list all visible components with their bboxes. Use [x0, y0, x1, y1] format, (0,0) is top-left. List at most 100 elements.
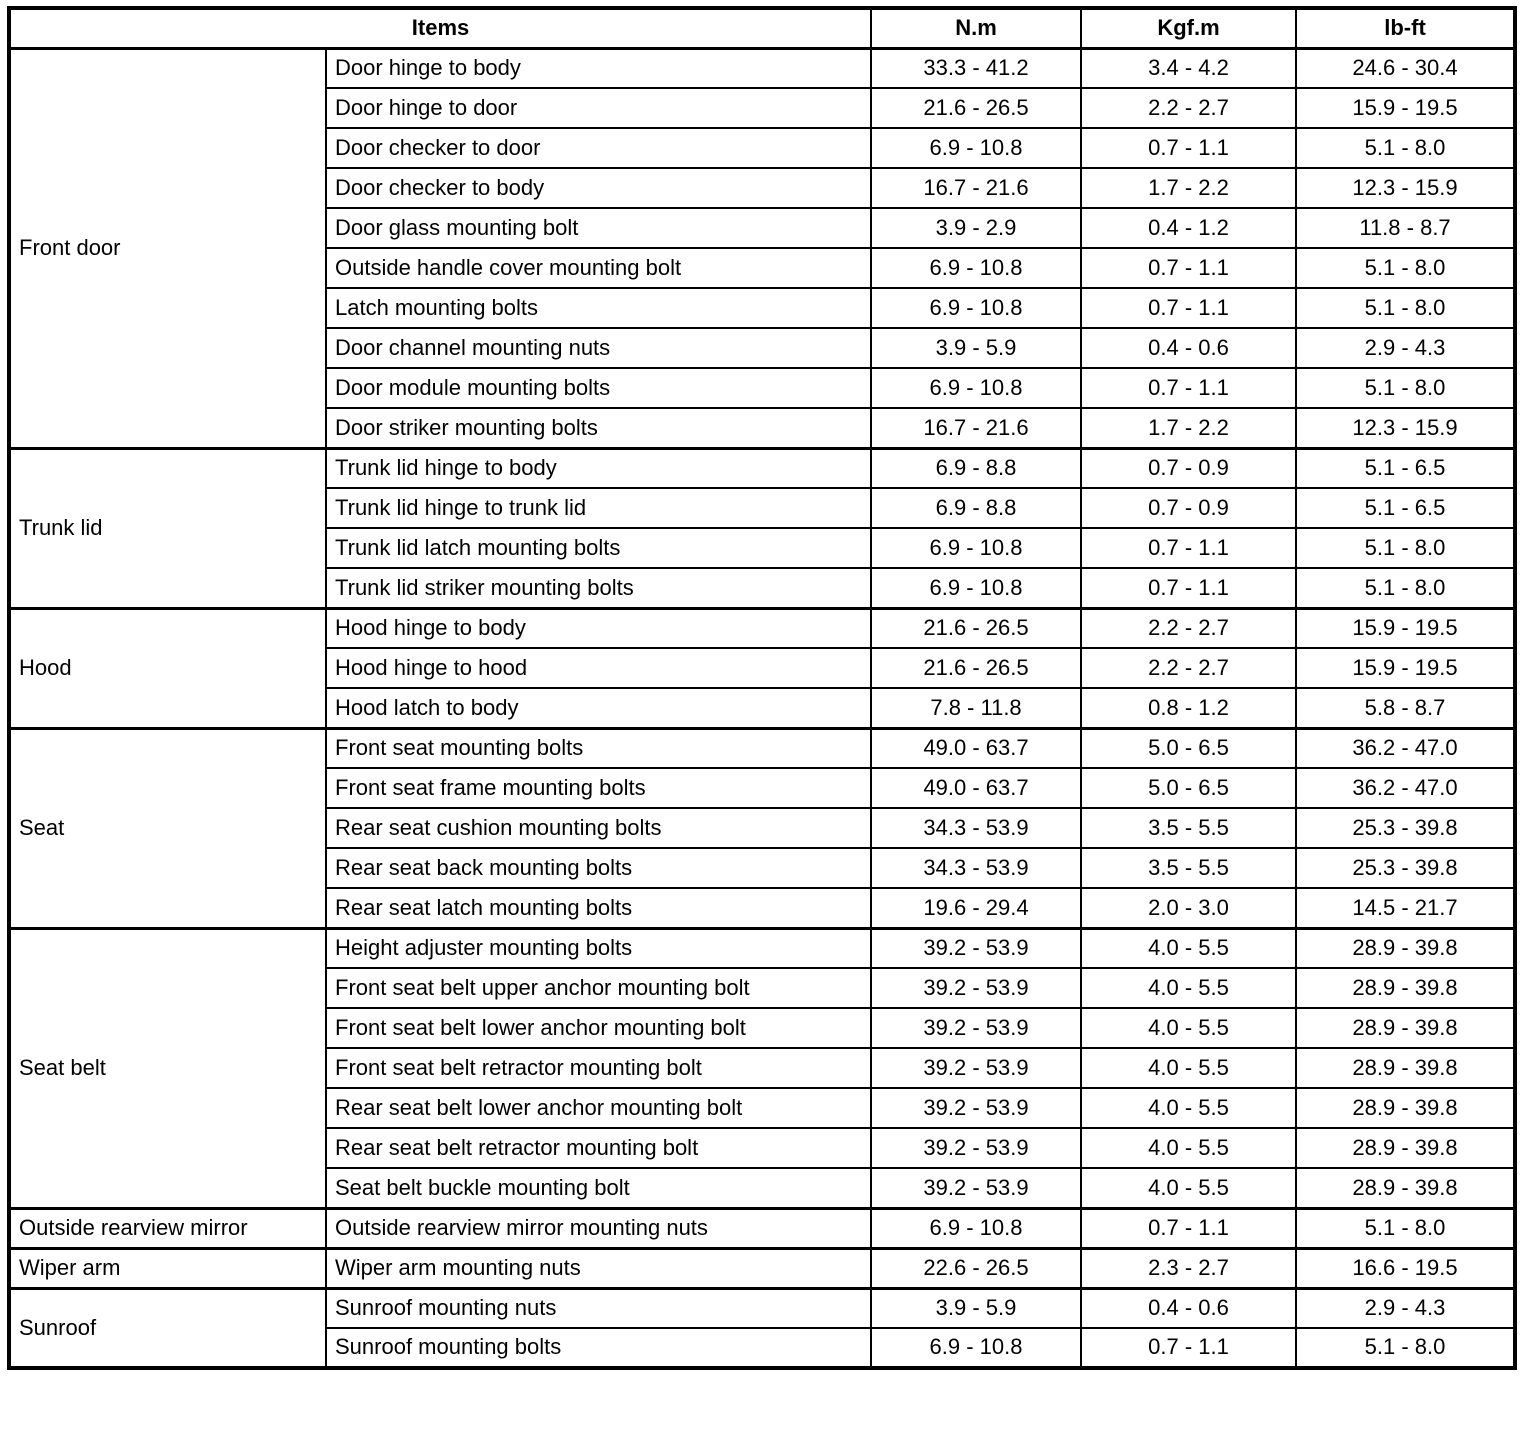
table-row: Front door Door hinge to body 33.3 - 41.2 3…	[8, 46, 1517, 449]
kgfm-value-cell: 5.0 - 6.5	[1080, 726, 1298, 769]
item-cell: Hood hinge to hood	[324, 647, 873, 689]
lbft-value-cell: 15.9 - 19.5	[1295, 87, 1517, 129]
item-cell: Door module mounting bolts	[324, 367, 873, 409]
nm-value-cell: 21.6 - 26.5	[870, 606, 1083, 649]
kgfm-value-cell: 0.7 - 1.1	[1080, 1206, 1298, 1249]
kgfm-value-cell: 4.0 - 5.5	[1080, 1087, 1298, 1129]
kgfm-value-cell: 1.7 - 2.2	[1080, 167, 1298, 209]
table-row: Door striker mounting bolts 16.7 - 21.6 1.…	[9, 407, 1517, 449]
nm-value-cell: 6.9 - 8.8	[870, 446, 1083, 489]
table-row: Seat Front seat mounting bolts 49.0 - 63.7…	[8, 726, 1517, 929]
table-row: Rear seat belt retractor mounting bolt 39…	[9, 1127, 1517, 1169]
kgfm-value-cell: 3.4 - 4.2	[1080, 46, 1298, 89]
item-cell: Outside rearview mirror mounting nuts	[324, 1206, 873, 1249]
table-row: Rear seat cushion mounting bolts 34.3 - 5…	[9, 807, 1517, 849]
nm-value-cell: 21.6 - 26.5	[870, 87, 1083, 129]
category-cell: Sunroof	[8, 1286, 327, 1369]
nm-value-cell: 39.2 - 53.9	[870, 1087, 1083, 1129]
table-row: Trunk lid latch mounting bolts 6.9 - 10.8…	[9, 527, 1517, 569]
item-cell: Sunroof mounting nuts	[324, 1286, 873, 1329]
header-kgfm: Kgf.m	[1080, 7, 1298, 50]
kgfm-value-cell: 4.0 - 5.5	[1080, 1167, 1298, 1209]
item-cell: Trunk lid latch mounting bolts	[324, 527, 873, 569]
lbft-value-cell: 12.3 - 15.9	[1295, 167, 1517, 209]
kgfm-value-cell: 4.0 - 5.5	[1080, 1047, 1298, 1089]
nm-value-cell: 3.9 - 5.9	[870, 1286, 1083, 1329]
lbft-value-cell: 5.1 - 8.0	[1295, 1327, 1517, 1369]
kgfm-value-cell: 3.5 - 5.5	[1080, 847, 1298, 889]
kgfm-value-cell: 1.7 - 2.2	[1080, 407, 1298, 449]
nm-value-cell: 49.0 - 63.7	[870, 726, 1083, 769]
item-cell: Door channel mounting nuts	[324, 327, 873, 369]
nm-value-cell: 3.9 - 5.9	[870, 327, 1083, 369]
nm-value-cell: 6.9 - 10.8	[870, 247, 1083, 289]
kgfm-value-cell: 4.0 - 5.5	[1080, 926, 1298, 969]
category-cell: Hood	[8, 606, 327, 729]
lbft-value-cell: 5.1 - 8.0	[1295, 527, 1517, 569]
table-row: Front seat belt retractor mounting bolt 3…	[9, 1047, 1517, 1089]
item-cell: Hood latch to body	[324, 687, 873, 729]
lbft-value-cell: 28.9 - 39.8	[1295, 926, 1517, 969]
table-header: Items N.m Kgf.m lb-ft	[7, 7, 1517, 50]
item-cell: Trunk lid hinge to trunk lid	[324, 487, 873, 529]
table-row: Door glass mounting bolt 3.9 - 2.9 0.4 - 1…	[9, 207, 1517, 249]
table-row: Sunroof mounting bolts 6.9 - 10.8 0.7 - 1.…	[9, 1327, 1517, 1369]
kgfm-value-cell: 0.7 - 0.9	[1080, 446, 1298, 489]
table-row: Rear seat back mounting bolts 34.3 - 53.9…	[9, 847, 1517, 889]
nm-value-cell: 6.9 - 10.8	[870, 127, 1083, 169]
kgfm-value-cell: 2.3 - 2.7	[1080, 1246, 1298, 1289]
kgfm-value-cell: 2.2 - 2.7	[1080, 87, 1298, 129]
nm-value-cell: 39.2 - 53.9	[870, 1167, 1083, 1209]
lbft-value-cell: 16.6 - 19.5	[1295, 1246, 1517, 1289]
kgfm-value-cell: 4.0 - 5.5	[1080, 1007, 1298, 1049]
category-cell: Trunk lid	[8, 446, 327, 609]
lbft-value-cell: 2.9 - 4.3	[1295, 1286, 1517, 1329]
item-cell: Sunroof mounting bolts	[324, 1327, 873, 1369]
kgfm-value-cell: 5.0 - 6.5	[1080, 767, 1298, 809]
lbft-value-cell: 25.3 - 39.8	[1295, 847, 1517, 889]
nm-value-cell: 19.6 - 29.4	[870, 887, 1083, 929]
item-cell: Door hinge to body	[324, 46, 873, 89]
table-row: Seat belt Height adjuster mounting bolts 3…	[8, 926, 1517, 1209]
table-row: Front seat belt lower anchor mounting bo…	[9, 1007, 1517, 1049]
kgfm-value-cell: 0.7 - 1.1	[1080, 367, 1298, 409]
kgfm-value-cell: 0.7 - 1.1	[1080, 1327, 1298, 1369]
lbft-value-cell: 5.1 - 8.0	[1295, 287, 1517, 329]
nm-value-cell: 22.6 - 26.5	[870, 1246, 1083, 1289]
lbft-value-cell: 5.1 - 6.5	[1295, 487, 1517, 529]
table-row: Front seat belt upper anchor mounting bo…	[9, 967, 1517, 1009]
kgfm-value-cell: 0.4 - 1.2	[1080, 207, 1298, 249]
kgfm-value-cell: 2.2 - 2.7	[1080, 606, 1298, 649]
nm-value-cell: 39.2 - 53.9	[870, 926, 1083, 969]
table-row: Wiper arm Wiper arm mounting nuts 22.6 - 2…	[8, 1246, 1517, 1289]
category-cell: Outside rearview mirror	[8, 1206, 327, 1249]
table-row: Hood hinge to hood 21.6 - 26.5 2.2 - 2.7 15…	[9, 647, 1517, 689]
item-cell: Seat belt buckle mounting bolt	[324, 1167, 873, 1209]
item-cell: Outside handle cover mounting bolt	[324, 247, 873, 289]
item-cell: Front seat belt upper anchor mounting bo…	[324, 967, 873, 1009]
lbft-value-cell: 5.1 - 8.0	[1295, 127, 1517, 169]
table-row: Hood latch to body 7.8 - 11.8 0.8 - 1.2 5.8…	[9, 687, 1517, 729]
item-cell: Rear seat latch mounting bolts	[324, 887, 873, 929]
item-cell: Wiper arm mounting nuts	[324, 1246, 873, 1289]
table-row: Door module mounting bolts 6.9 - 10.8 0.7 …	[9, 367, 1517, 409]
item-cell: Rear seat cushion mounting bolts	[324, 807, 873, 849]
lbft-value-cell: 5.1 - 8.0	[1295, 1206, 1517, 1249]
lbft-value-cell: 28.9 - 39.8	[1295, 1047, 1517, 1089]
nm-value-cell: 33.3 - 41.2	[870, 46, 1083, 89]
nm-value-cell: 16.7 - 21.6	[870, 407, 1083, 449]
item-cell: Door striker mounting bolts	[324, 407, 873, 449]
table-row: Door checker to door 6.9 - 10.8 0.7 - 1.1 5…	[9, 127, 1517, 169]
nm-value-cell: 6.9 - 10.8	[870, 567, 1083, 609]
item-cell: Rear seat belt lower anchor mounting bol…	[324, 1087, 873, 1129]
nm-value-cell: 39.2 - 53.9	[870, 1007, 1083, 1049]
table-row: Trunk lid hinge to trunk lid 6.9 - 8.8 0.7…	[9, 487, 1517, 529]
item-cell: Door hinge to door	[324, 87, 873, 129]
nm-value-cell: 6.9 - 10.8	[870, 1206, 1083, 1249]
table-row: Seat belt buckle mounting bolt 39.2 - 53.…	[9, 1167, 1517, 1209]
item-cell: Front seat frame mounting bolts	[324, 767, 873, 809]
lbft-value-cell: 5.1 - 8.0	[1295, 367, 1517, 409]
kgfm-value-cell: 0.7 - 1.1	[1080, 247, 1298, 289]
lbft-value-cell: 15.9 - 19.5	[1295, 647, 1517, 689]
lbft-value-cell: 28.9 - 39.8	[1295, 1127, 1517, 1169]
